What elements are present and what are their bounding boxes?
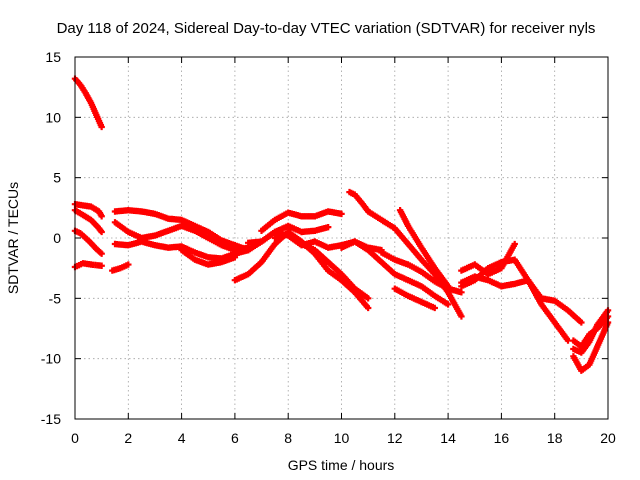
- data-point: [98, 250, 105, 257]
- x-tick-label: 2: [124, 430, 132, 446]
- series-arc-26: [570, 313, 612, 350]
- x-tick-label: 0: [71, 430, 79, 446]
- y-tick-label: -5: [49, 290, 62, 306]
- series-arc-12: [245, 222, 332, 246]
- series-arc-24: [570, 319, 612, 374]
- data-point: [444, 301, 452, 308]
- data-point: [98, 262, 105, 269]
- x-tick-label: 14: [440, 430, 456, 446]
- y-tick-label: 0: [53, 230, 61, 246]
- data-point: [98, 228, 105, 236]
- data-point: [578, 319, 585, 326]
- series-arc-3: [71, 207, 105, 236]
- series-arc-13: [258, 208, 345, 234]
- axes: 0 2 4 6 8 10 12 14 16 18 20 -15 -10 -5 0 5 10 15: [41, 49, 616, 446]
- series-arc-8: [111, 219, 252, 254]
- series-arc-10: [178, 246, 239, 268]
- y-tick-label: -15: [41, 411, 61, 427]
- data-point: [431, 304, 438, 312]
- x-tick-label: 12: [387, 430, 403, 446]
- series-arc-22: [458, 240, 518, 278]
- data-point: [458, 313, 465, 320]
- x-tick-label: 20: [600, 430, 616, 446]
- x-tick-label: 16: [494, 430, 510, 446]
- series-arc-20: [391, 285, 438, 312]
- x-axis-label: GPS time / hours: [288, 457, 395, 473]
- data-point: [324, 223, 332, 231]
- y-axis-label: SDTVAR / TECUs: [5, 182, 21, 294]
- data-point: [364, 304, 372, 312]
- y-tick-label: 15: [45, 49, 61, 65]
- y-tick-label: 10: [45, 109, 61, 125]
- y-tick-label: -10: [41, 351, 61, 367]
- series-arc-23: [458, 273, 572, 344]
- series-arc-19: [396, 207, 452, 290]
- series-arc-6: [109, 261, 132, 274]
- series-arc-4: [71, 227, 105, 257]
- x-tick-label: 8: [284, 430, 292, 446]
- data-point: [98, 213, 105, 220]
- series-arc-1: [71, 75, 105, 131]
- series-arc-18: [378, 249, 465, 296]
- data-point: [364, 295, 372, 302]
- series-arc-17: [338, 238, 452, 308]
- data-point: [511, 240, 518, 248]
- chart-title: Day 118 of 2024, Sidereal Day-to-day VTE…: [57, 20, 596, 37]
- x-tick-label: 4: [178, 430, 186, 446]
- series-arc-2: [71, 201, 105, 220]
- y-tick-label: 5: [53, 170, 61, 186]
- x-tick-label: 10: [334, 430, 350, 446]
- data-point: [338, 210, 345, 218]
- data-point: [458, 289, 465, 296]
- data-point: [564, 337, 572, 344]
- series-arc-5: [71, 260, 105, 271]
- series-arc-16: [346, 188, 465, 320]
- plot-frame: [74, 56, 609, 420]
- data-point: [444, 283, 452, 290]
- data-point: [98, 123, 105, 131]
- data-point: [125, 261, 132, 268]
- series-arc-15: [271, 231, 372, 302]
- x-tick-label: 18: [547, 430, 563, 446]
- x-tick-label: 6: [231, 430, 239, 446]
